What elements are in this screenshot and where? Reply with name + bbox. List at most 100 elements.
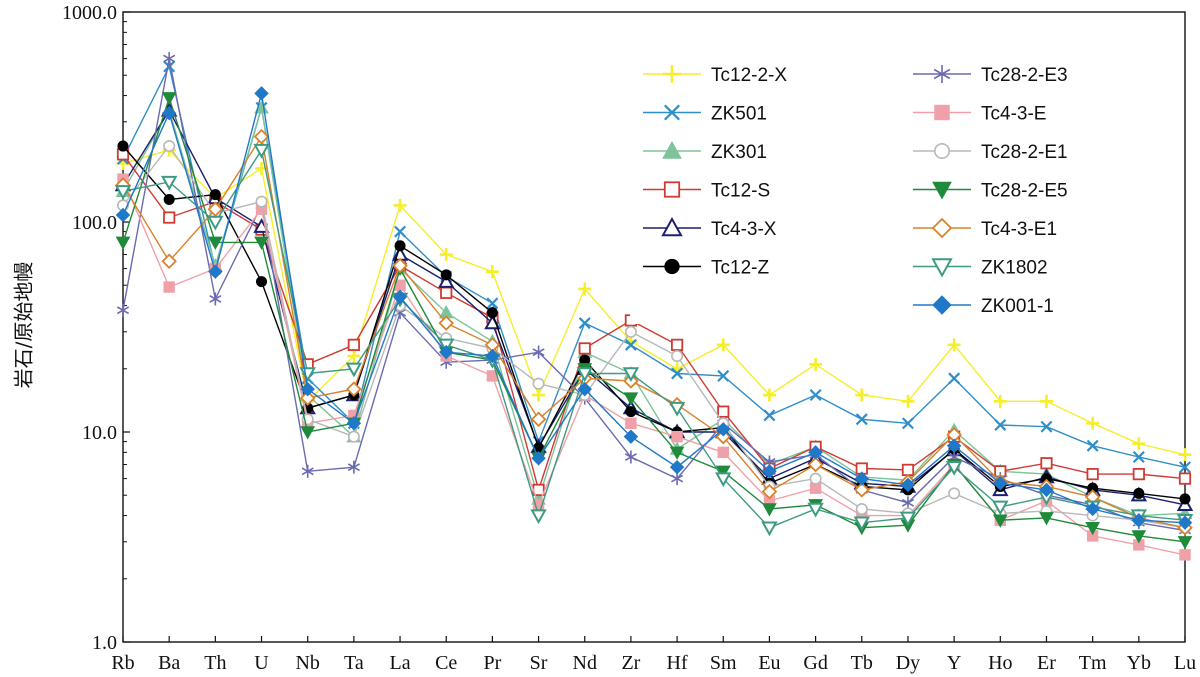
x-tick-label: Tm <box>1079 652 1107 674</box>
series-layer <box>114 52 1194 561</box>
x-tick-label: Ho <box>988 652 1012 674</box>
data-point <box>661 216 683 237</box>
data-point <box>854 482 870 498</box>
legend-item: ZK001-1 <box>913 295 1054 317</box>
data-point <box>345 362 363 378</box>
y-tick-label: 100.0 <box>72 212 117 234</box>
data-point <box>347 338 360 351</box>
data-point <box>854 471 869 486</box>
legend-label: ZK501 <box>711 104 767 125</box>
data-point <box>715 472 732 488</box>
series-line <box>122 134 1186 529</box>
data-point <box>668 401 686 417</box>
data-point <box>117 140 129 152</box>
data-point <box>394 225 407 238</box>
x-tick-label: Sm <box>710 652 737 674</box>
series-line <box>122 149 1186 456</box>
data-point <box>624 325 637 338</box>
y-axis-label: 岩石/原始地幔 <box>11 261 36 389</box>
data-point <box>254 86 269 101</box>
data-point <box>486 307 498 319</box>
data-point <box>900 477 916 493</box>
data-point <box>622 367 640 383</box>
legend-label: Tc12-Z <box>711 258 769 279</box>
data-point <box>578 317 591 330</box>
data-point <box>577 381 592 397</box>
legend-item: Tc12-2-X <box>643 65 787 86</box>
data-point <box>347 460 360 474</box>
data-point <box>992 500 1009 516</box>
data-point <box>1179 493 1191 505</box>
data-point <box>532 377 545 390</box>
data-point <box>1085 522 1101 536</box>
data-point <box>901 417 914 430</box>
data-point <box>807 502 824 518</box>
data-point <box>625 417 637 430</box>
data-point <box>662 140 682 159</box>
data-point <box>1178 472 1192 485</box>
data-point <box>578 282 592 296</box>
data-point <box>625 406 637 418</box>
data-point <box>392 257 408 274</box>
data-point <box>807 456 824 473</box>
data-point <box>1039 512 1054 526</box>
data-point <box>300 381 315 397</box>
x-tick-label: Er <box>1037 652 1056 674</box>
data-point <box>715 465 731 479</box>
data-point <box>1131 513 1147 528</box>
data-point <box>1132 437 1146 451</box>
data-point <box>116 303 130 317</box>
legend-background <box>630 52 1100 324</box>
legend-item: ZK301 <box>643 140 767 163</box>
data-point <box>530 509 547 525</box>
data-point <box>440 269 452 281</box>
x-tick-label: Eu <box>758 652 780 674</box>
data-point <box>931 217 953 239</box>
data-point <box>1086 416 1100 430</box>
data-point <box>1087 482 1099 494</box>
legend-label: Tc28-2-E1 <box>981 142 1068 163</box>
data-point <box>299 390 316 406</box>
data-point <box>945 460 963 476</box>
data-point <box>931 258 953 278</box>
x-tick-label: Gd <box>803 652 827 674</box>
data-point <box>301 464 314 478</box>
data-point <box>932 295 952 315</box>
x-tick-label: U <box>254 652 269 674</box>
data-point <box>163 52 176 66</box>
series-zk001-1 <box>115 86 1193 530</box>
legend-item: Tc4-3-X <box>643 216 777 240</box>
data-point <box>663 65 681 83</box>
data-point <box>1131 530 1147 544</box>
data-point <box>161 92 177 106</box>
data-point <box>948 372 961 385</box>
data-point <box>855 413 868 426</box>
data-point <box>1179 549 1191 561</box>
data-point <box>993 476 1008 491</box>
data-point <box>1177 515 1193 530</box>
data-point <box>253 143 270 159</box>
data-point <box>946 438 962 453</box>
data-point <box>300 426 316 440</box>
x-tick-label: Th <box>204 652 226 674</box>
data-point <box>163 281 175 293</box>
legend-item: Tc12-Z <box>643 258 769 279</box>
data-point <box>717 446 729 459</box>
data-point <box>209 292 222 306</box>
data-point <box>578 342 591 355</box>
data-point <box>346 381 362 397</box>
legend-item: Tc12-S <box>643 181 770 202</box>
data-point <box>255 276 268 288</box>
data-point <box>207 236 223 250</box>
data-point <box>1040 473 1053 485</box>
data-point <box>993 394 1007 408</box>
legend-label: Tc12-2-X <box>711 65 787 86</box>
y-axis-ticks: 1.0 10.0 100.0 1000.0 <box>62 2 130 654</box>
data-point <box>762 464 777 479</box>
data-point <box>624 450 637 464</box>
data-point <box>716 422 731 437</box>
data-point <box>855 502 868 515</box>
data-point <box>761 521 778 537</box>
legend-label: Tc28-2-E3 <box>981 65 1068 86</box>
data-point <box>669 459 685 475</box>
